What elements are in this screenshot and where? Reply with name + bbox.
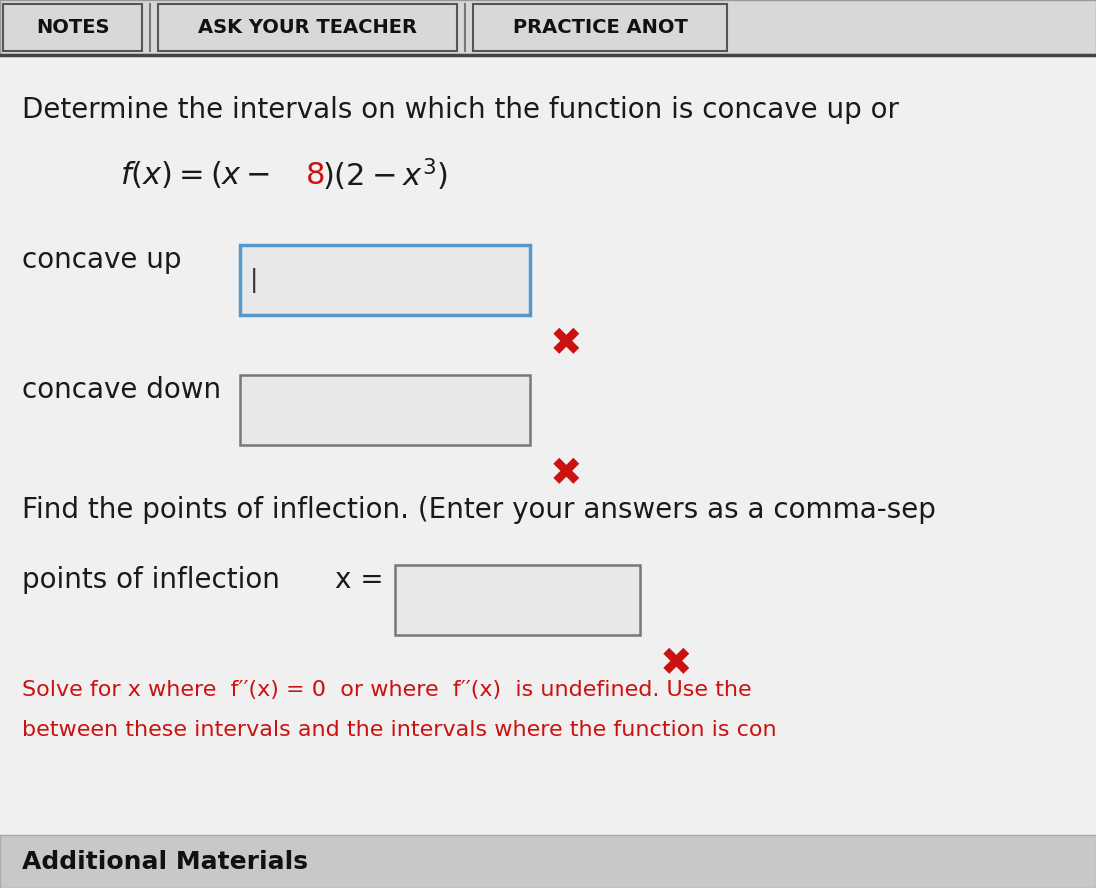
Text: Determine the intervals on which the function is concave up or: Determine the intervals on which the fun… — [22, 96, 899, 124]
Text: $8$: $8$ — [305, 161, 324, 189]
Text: ✖: ✖ — [660, 645, 693, 683]
Text: Find the points of inflection. (Enter your answers as a comma-sep: Find the points of inflection. (Enter yo… — [22, 496, 936, 524]
Text: NOTES: NOTES — [36, 18, 110, 37]
FancyBboxPatch shape — [0, 0, 1096, 55]
Text: between these intervals and the intervals where the function is con: between these intervals and the interval… — [22, 720, 777, 740]
Text: $)(2-x^3)$: $)(2-x^3)$ — [322, 157, 448, 194]
Text: Additional Materials: Additional Materials — [22, 850, 308, 874]
FancyBboxPatch shape — [240, 375, 530, 445]
FancyBboxPatch shape — [0, 835, 1096, 888]
FancyBboxPatch shape — [240, 245, 530, 315]
FancyBboxPatch shape — [395, 565, 640, 635]
Text: points of inflection: points of inflection — [22, 566, 279, 594]
FancyBboxPatch shape — [0, 56, 1096, 888]
Text: x =: x = — [335, 566, 384, 594]
Text: |: | — [250, 267, 259, 292]
Text: $f(x) = (x-$: $f(x) = (x-$ — [119, 160, 271, 191]
FancyBboxPatch shape — [473, 4, 727, 51]
Text: ✖: ✖ — [550, 455, 583, 493]
Text: ASK YOUR TEACHER: ASK YOUR TEACHER — [198, 18, 416, 37]
Text: ✖: ✖ — [550, 325, 583, 363]
Text: concave down: concave down — [22, 376, 221, 404]
FancyBboxPatch shape — [3, 4, 142, 51]
FancyBboxPatch shape — [158, 4, 457, 51]
Text: Solve for x where  f′′(x) = 0  or where  f′′(x)  is undefined. Use the: Solve for x where f′′(x) = 0 or where f′… — [22, 680, 752, 700]
Text: concave up: concave up — [22, 246, 182, 274]
Text: PRACTICE ANOT: PRACTICE ANOT — [513, 18, 687, 37]
